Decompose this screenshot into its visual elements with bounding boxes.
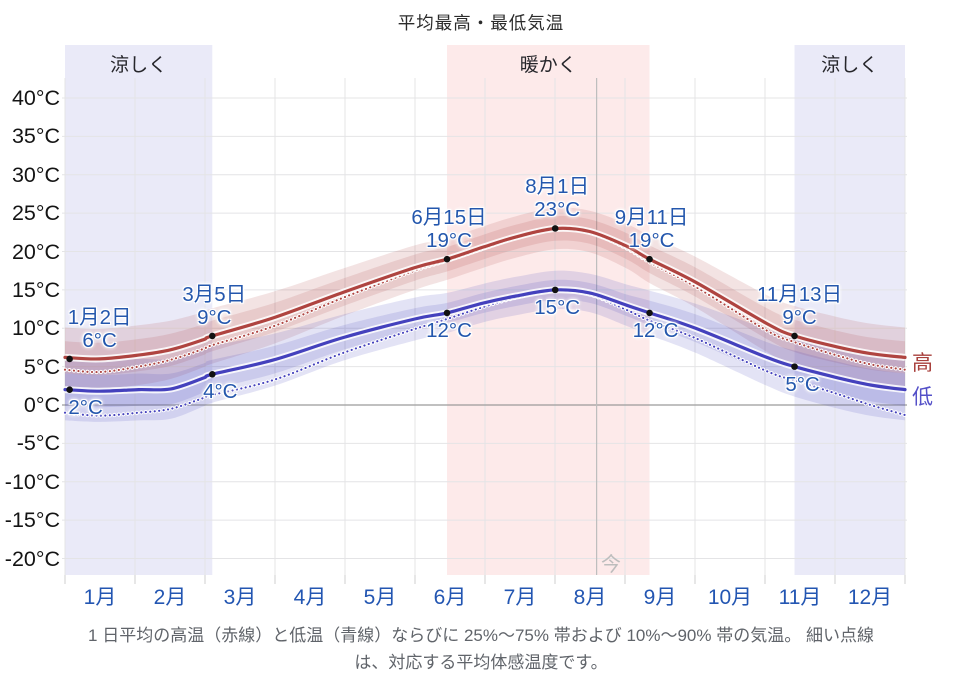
marker-date: 8月1日 — [525, 175, 590, 199]
marker-date: 1月2日 — [67, 305, 132, 329]
marker-dot — [791, 332, 798, 340]
low-marker-label: 4°C — [203, 380, 238, 404]
x-axis-month-label: 1月 — [83, 586, 117, 609]
season-band-label: 涼しく — [110, 55, 168, 76]
marker-temp: 19°C — [628, 229, 675, 253]
caption-line-1: 1 日平均の高温（赤線）と低温（青線）ならびに 25%～75% 帯および 10%… — [88, 626, 874, 645]
season-band-cool — [794, 45, 905, 575]
chart-title: 平均最高・最低気温 — [397, 13, 565, 33]
x-axis-month-label: 10月 — [707, 586, 753, 609]
y-axis-label: -10°C — [4, 469, 60, 494]
low-marker-label: 12°C — [426, 318, 472, 342]
caption-line-2: は、対応する平均体感温度です。 — [354, 653, 608, 672]
marker-temp: 6°C — [82, 328, 117, 352]
high-marker-label: 1月2日 6°C — [68, 306, 132, 352]
y-axis-label: -15°C — [4, 508, 60, 533]
low-marker-label: 5°C — [785, 372, 820, 396]
high-temperature-line — [63, 226, 907, 361]
low-series-side-label: 低 — [912, 386, 933, 409]
high-marker-label: 8月1日 23°C — [525, 175, 589, 221]
x-axis-month-label: 7月 — [503, 586, 537, 609]
x-axis-month-label: 11月 — [778, 586, 822, 609]
y-axis-label: 15°C — [11, 277, 60, 302]
high-series-side-label: 高 — [912, 352, 933, 375]
high-marker-label: 11月13日 9°C — [757, 283, 842, 329]
marker-date: 3月5日 — [182, 282, 247, 306]
caption: 1 日平均の高温（赤線）と低温（青線）ならびに 25%～75% 帯および 10%… — [0, 622, 962, 676]
marker-temp: 9°C — [782, 305, 817, 329]
marker-temp: 23°C — [534, 198, 581, 222]
y-axis-label: 35°C — [11, 124, 60, 149]
marker-dot — [791, 363, 798, 370]
y-axis-label: 25°C — [11, 201, 60, 226]
low-band-10-90 — [65, 270, 905, 422]
marker-dot — [646, 309, 653, 317]
low-feels-like-line — [63, 288, 907, 417]
y-axis-label: 30°C — [11, 162, 60, 187]
y-axis-label: 40°C — [11, 86, 60, 110]
marker-dot — [208, 371, 216, 378]
marker-dot — [66, 386, 73, 393]
y-axis-label: -5°C — [16, 431, 60, 456]
x-axis-month-label: 9月 — [643, 586, 677, 609]
x-axis-month-label: 6月 — [433, 586, 467, 609]
marker-date: 11月13日 — [756, 282, 843, 306]
marker-temp: 9°C — [197, 305, 232, 329]
low-marker-label: 15°C — [534, 295, 581, 319]
x-axis-month-label: 8月 — [573, 586, 607, 609]
x-axis-month-label: 12月 — [847, 586, 893, 609]
y-axis-label: 0°C — [23, 393, 60, 417]
marker-dot — [443, 309, 451, 317]
y-axis-label: 20°C — [11, 239, 60, 264]
now-label: 今 — [601, 554, 621, 576]
y-axis-label: 5°C — [23, 354, 60, 379]
low-marker-label: 2°C — [68, 395, 103, 419]
low-temperature-line — [63, 288, 907, 393]
marker-dot — [443, 255, 451, 263]
x-axis-month-label: 5月 — [363, 586, 397, 609]
season-band-label: 涼しく — [821, 55, 879, 76]
season-band-warm — [447, 45, 650, 575]
x-axis-month-label: 2月 — [153, 586, 187, 609]
marker-dot — [66, 355, 73, 363]
marker-dot — [551, 286, 559, 294]
marker-dot — [646, 255, 653, 263]
marker-temp: 19°C — [426, 229, 472, 253]
high-marker-label: 3月5日 9°C — [182, 283, 246, 329]
high-marker-label: 9月11日 19°C — [615, 206, 689, 252]
y-axis-label: 10°C — [11, 316, 60, 341]
marker-dot — [551, 225, 559, 232]
marker-dot — [208, 332, 216, 340]
season-band-label: 暖かく — [519, 55, 577, 76]
y-axis-label: -20°C — [4, 546, 60, 571]
season-band-cool — [65, 45, 213, 575]
x-axis-month-label: 3月 — [223, 586, 257, 609]
low-marker-label: 12°C — [632, 318, 679, 342]
marker-date: 9月11日 — [614, 206, 689, 230]
x-axis-month-label: 4月 — [293, 586, 327, 609]
marker-date: 6月15日 — [411, 206, 487, 230]
high-marker-label: 6月15日 19°C — [411, 206, 486, 252]
